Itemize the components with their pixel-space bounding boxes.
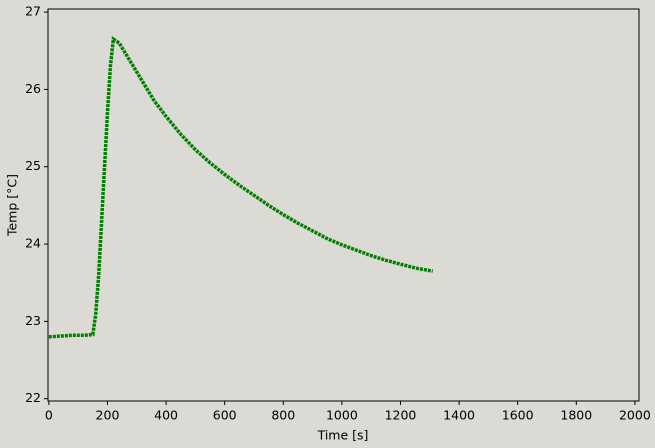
x-tick-label: 1000	[326, 408, 358, 423]
y-tick-label: 27	[25, 4, 41, 19]
x-tick-label: 400	[154, 408, 178, 423]
y-tick-label: 26	[25, 81, 41, 96]
x-axis-label: Time [s]	[317, 428, 369, 443]
x-tick-label: 2000	[619, 408, 651, 423]
x-tick-label: 600	[213, 408, 237, 423]
x-tick-label: 800	[271, 408, 295, 423]
y-axis-label: Temp [°C]	[5, 174, 20, 237]
plot-area	[47, 8, 640, 402]
data-line	[48, 36, 434, 339]
x-tick-label: 1600	[502, 408, 534, 423]
y-tick-label: 22	[25, 390, 41, 405]
y-tick-label: 25	[25, 158, 41, 173]
y-tick-label: 23	[25, 313, 41, 328]
x-tick-label: 1800	[560, 408, 592, 423]
x-tick-label: 1400	[443, 408, 475, 423]
x-tick-label: 0	[45, 408, 53, 423]
x-tick-label: 200	[96, 408, 120, 423]
y-tick-label: 24	[25, 236, 41, 251]
x-tick-label: 1200	[385, 408, 417, 423]
